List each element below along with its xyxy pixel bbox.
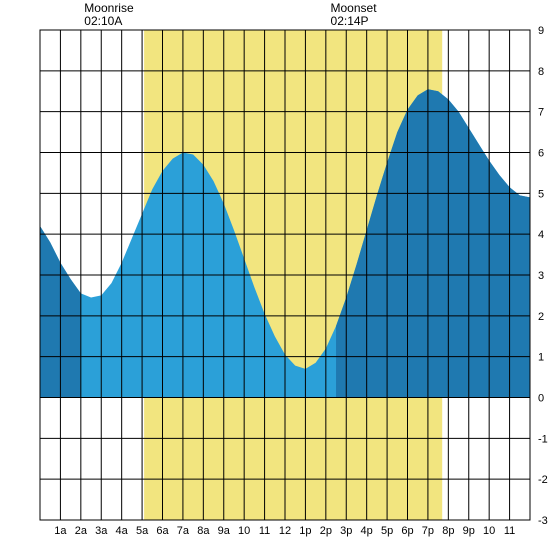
x-tick-label: 2p — [320, 525, 332, 537]
x-tick-label: 3a — [95, 525, 108, 537]
y-tick-label: -3 — [538, 515, 548, 527]
y-tick-label: 6 — [538, 148, 544, 160]
x-tick-label: 1p — [299, 525, 311, 537]
x-tick-label: 6p — [401, 525, 413, 537]
tide-chart-svg: 1a2a3a4a5a6a7a8a9a1011121p2p3p4p5p6p7p8p… — [0, 0, 550, 550]
x-tick-label: 12 — [279, 525, 291, 537]
moonrise-title: Moonrise — [84, 1, 134, 15]
x-tick-label: 10 — [238, 525, 250, 537]
moonset-title: Moonset — [331, 1, 378, 15]
y-tick-label: 3 — [538, 270, 544, 282]
x-tick-label: 4p — [361, 525, 373, 537]
y-tick-label: 7 — [538, 107, 544, 119]
x-tick-label: 3p — [340, 525, 352, 537]
x-tick-label: 9a — [218, 525, 231, 537]
moonrise-time: 02:10A — [84, 14, 122, 28]
x-tick-label: 11 — [259, 525, 270, 537]
x-tick-label: 9p — [463, 525, 475, 537]
x-tick-label: 7a — [177, 525, 190, 537]
y-tick-label: 5 — [538, 188, 544, 200]
y-tick-label: 0 — [538, 393, 544, 405]
y-tick-label: -2 — [538, 474, 548, 486]
x-tick-label: 6a — [156, 525, 169, 537]
y-tick-label: 9 — [538, 25, 544, 37]
x-tick-label: 5a — [136, 525, 149, 537]
y-tick-label: 8 — [538, 66, 544, 78]
x-tick-label: 7p — [422, 525, 434, 537]
x-tick-label: 8a — [197, 525, 210, 537]
y-tick-label: 2 — [538, 311, 544, 323]
y-tick-label: 4 — [538, 229, 544, 241]
moonset-time: 02:14P — [331, 14, 369, 28]
tide-chart-container: { "chart": { "type": "area", "width": 55… — [0, 0, 550, 550]
x-tick-label: 1a — [54, 525, 67, 537]
y-tick-label: 1 — [538, 352, 544, 364]
x-tick-label: 8p — [442, 525, 454, 537]
x-tick-label: 11 — [504, 525, 515, 537]
x-tick-label: 4a — [116, 525, 129, 537]
x-tick-label: 5p — [381, 525, 393, 537]
y-tick-label: -1 — [538, 433, 548, 445]
x-tick-label: 10 — [483, 525, 495, 537]
x-tick-label: 2a — [75, 525, 88, 537]
